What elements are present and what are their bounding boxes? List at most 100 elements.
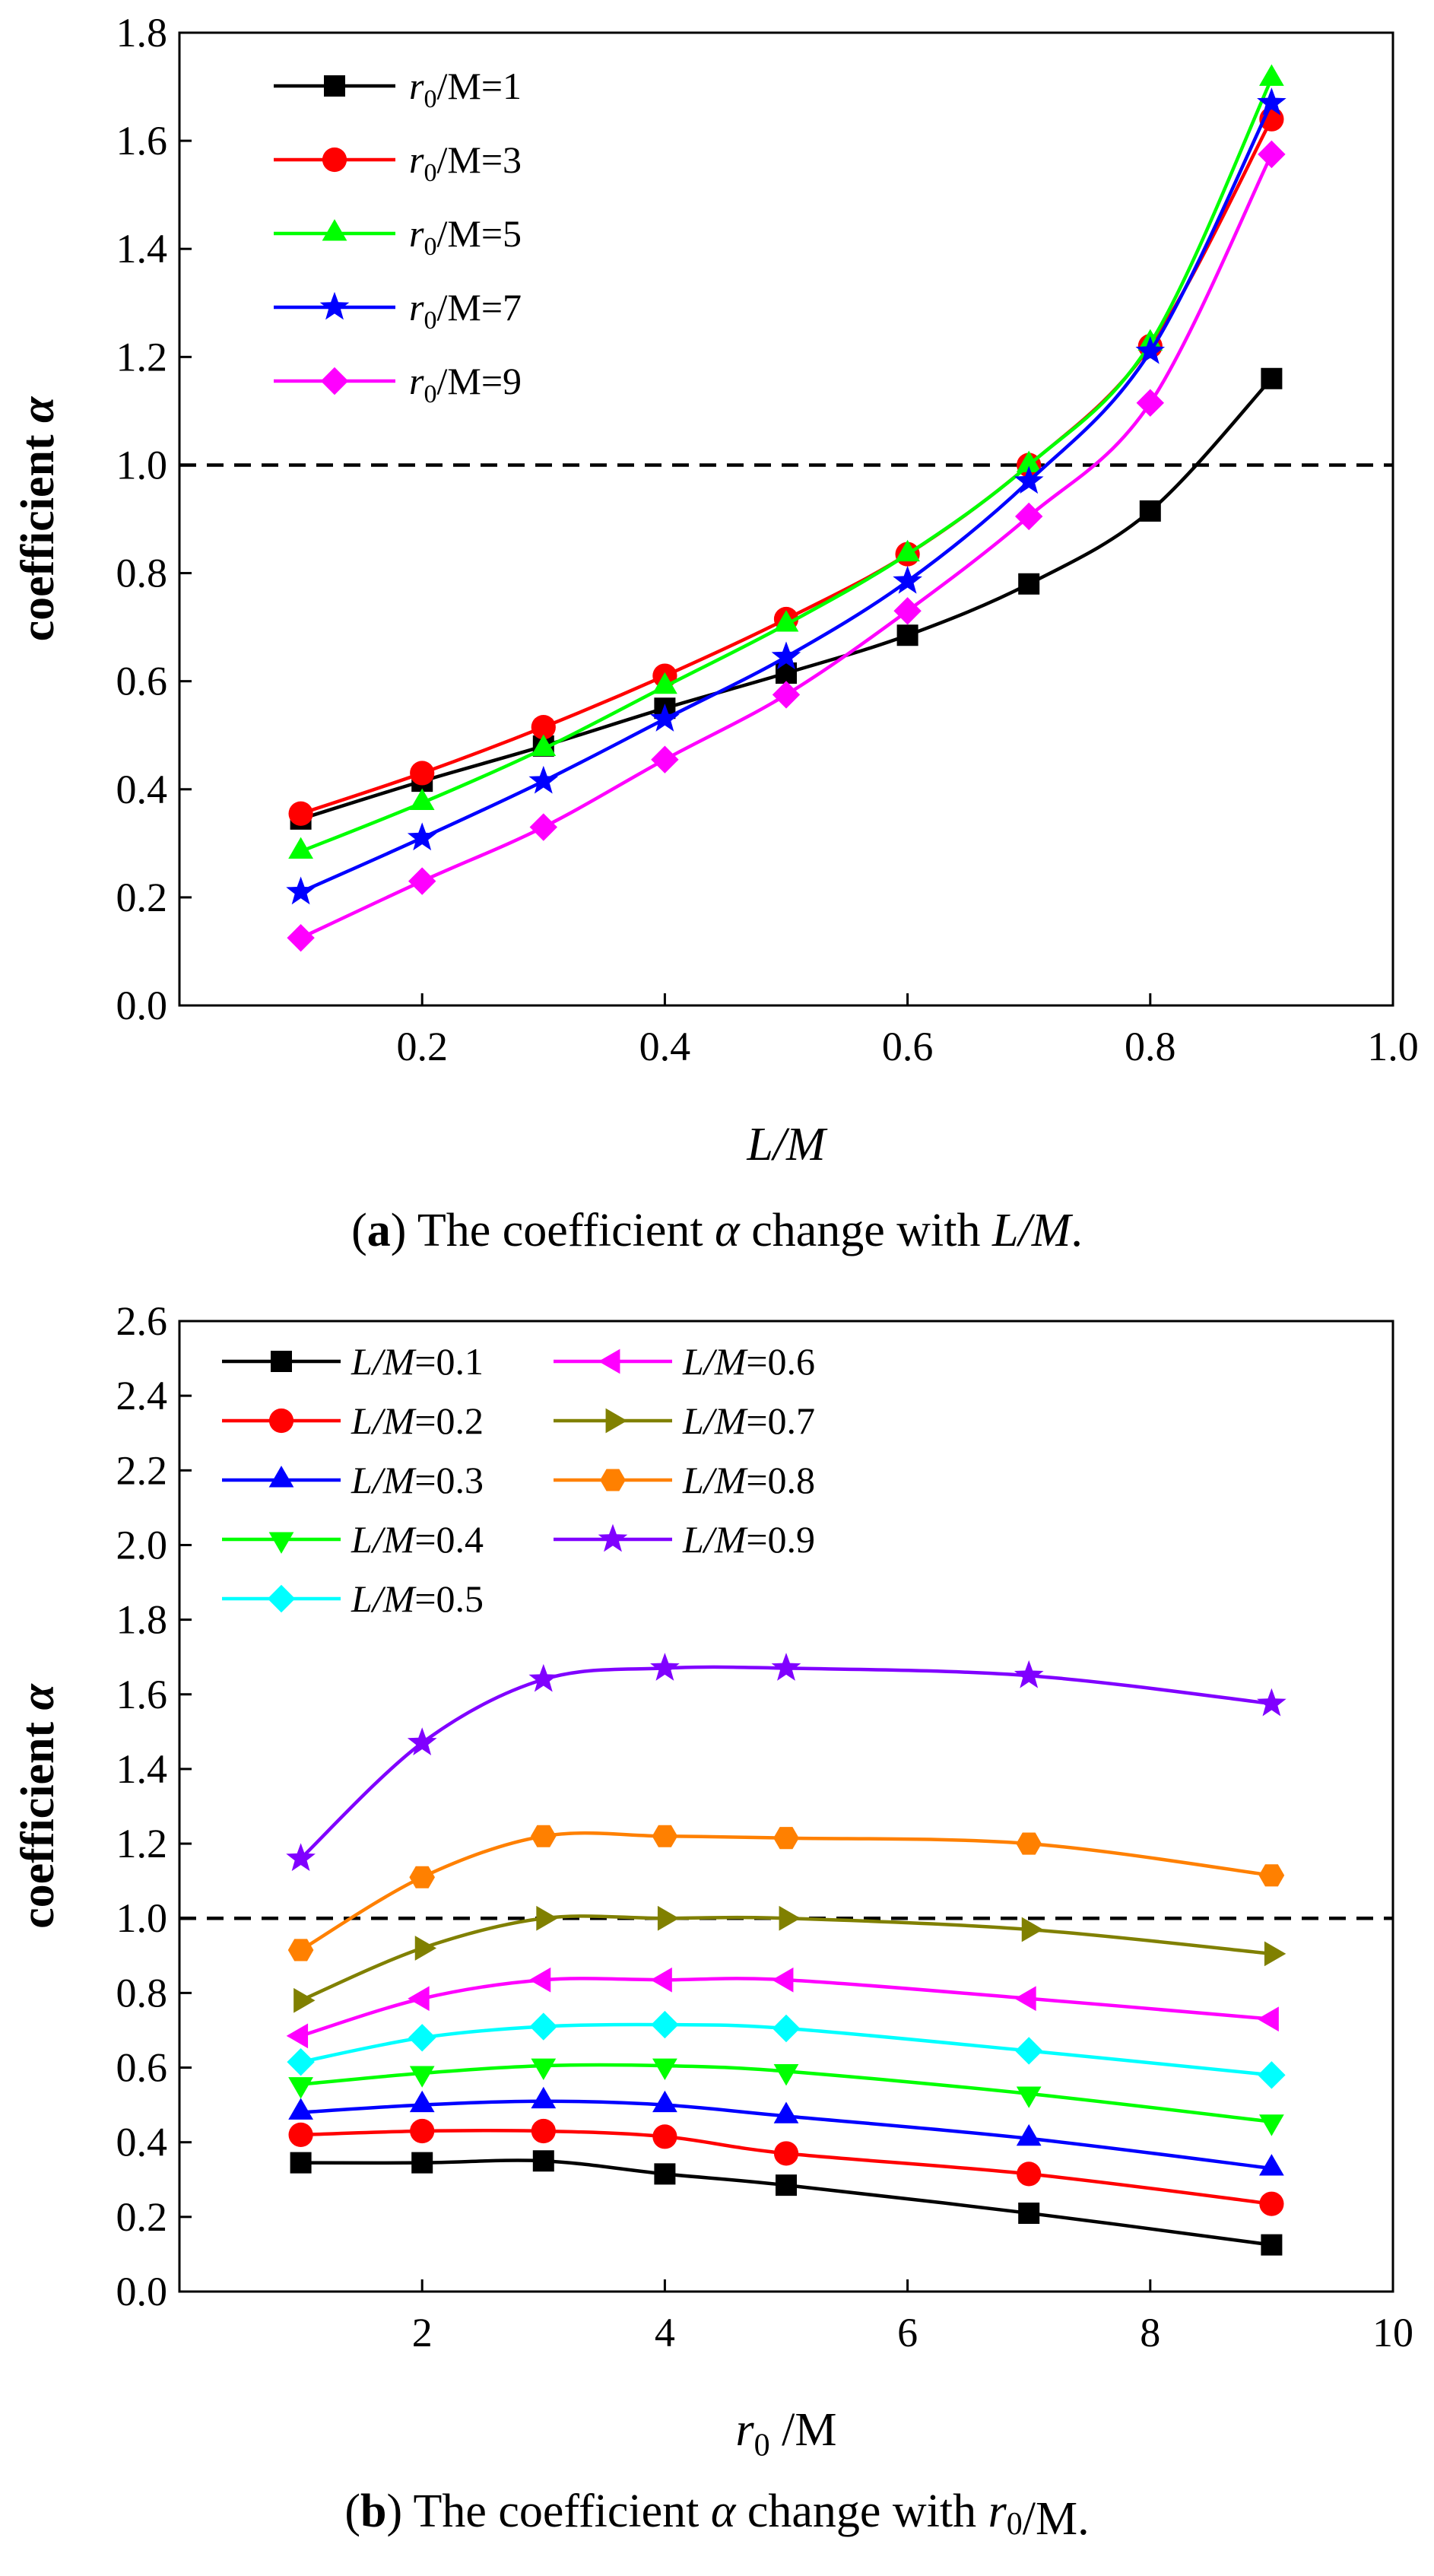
legend-item: L/M=0.2 bbox=[222, 1399, 484, 1442]
y-axis-title: coefficient α bbox=[12, 395, 64, 641]
data-point bbox=[528, 765, 559, 794]
data-point bbox=[896, 624, 918, 646]
data-point bbox=[409, 1866, 435, 1888]
legend-marker bbox=[322, 219, 347, 241]
data-point bbox=[1021, 1917, 1044, 1942]
plot-frame bbox=[178, 1320, 1394, 2293]
data-point bbox=[1018, 573, 1040, 595]
series-l-m-0.5 bbox=[287, 2010, 1286, 2089]
data-point bbox=[409, 2066, 435, 2088]
data-point bbox=[779, 1905, 801, 1931]
y-tick-label: 2.0 bbox=[116, 1522, 168, 1568]
y-tick-label: 0.2 bbox=[116, 875, 168, 920]
y-tick-label: 0.6 bbox=[116, 2045, 168, 2091]
data-point bbox=[287, 2047, 315, 2076]
data-point bbox=[407, 822, 437, 851]
legend-marker bbox=[322, 147, 347, 173]
data-point bbox=[531, 2118, 556, 2144]
data-point bbox=[290, 2152, 312, 2174]
legend-marker bbox=[598, 1348, 620, 1374]
data-point bbox=[652, 672, 677, 694]
data-point bbox=[1259, 2191, 1284, 2216]
data-point bbox=[772, 681, 801, 709]
data-point bbox=[288, 837, 313, 859]
legend-item: L/M=0.8 bbox=[554, 1459, 815, 1501]
legend-marker bbox=[268, 1408, 294, 1434]
x-axis-title: L/M bbox=[746, 1119, 828, 1170]
data-point bbox=[410, 761, 435, 786]
data-point bbox=[1261, 367, 1283, 389]
y-tick-label: 1.4 bbox=[116, 226, 168, 272]
figure-caption: (b) The coefficient α change with r0/M. bbox=[344, 2485, 1089, 2545]
data-point bbox=[529, 813, 557, 841]
legend-item: r0/M=7 bbox=[274, 286, 522, 335]
data-point bbox=[1014, 465, 1044, 494]
data-point bbox=[773, 2101, 799, 2123]
data-point bbox=[408, 1986, 430, 2012]
legend-label: r0/M=5 bbox=[409, 212, 522, 261]
y-tick-label: 0.8 bbox=[116, 551, 168, 596]
y-tick-label: 1.0 bbox=[116, 1895, 168, 1941]
data-point bbox=[531, 734, 557, 756]
legend: r0/M=1 r0/M=3 r0/M=5 r0/M=7 r0/M=9 bbox=[274, 65, 522, 408]
data-point bbox=[1258, 2061, 1286, 2089]
x-axis-title: r0 /M bbox=[736, 2404, 837, 2463]
data-point bbox=[773, 2141, 799, 2166]
data-point bbox=[1258, 140, 1286, 169]
data-point bbox=[773, 610, 799, 632]
y-tick-label: 1.4 bbox=[116, 1746, 168, 1792]
legend-label: L/M=0.5 bbox=[351, 1577, 484, 1620]
data-point bbox=[531, 714, 556, 740]
data-point bbox=[531, 2058, 557, 2080]
legend-item: r0/M=1 bbox=[274, 65, 522, 113]
data-point bbox=[536, 1905, 558, 1931]
series-r0-m-5 bbox=[288, 64, 1284, 859]
data-point bbox=[414, 1936, 437, 1961]
data-point bbox=[287, 1939, 314, 1961]
data-point bbox=[408, 2024, 436, 2052]
legend-item: r0/M=9 bbox=[274, 360, 522, 408]
data-point bbox=[1259, 64, 1284, 86]
legend-marker bbox=[600, 1469, 626, 1491]
y-axis-title: coefficient α bbox=[12, 1682, 64, 1928]
data-point bbox=[529, 2012, 557, 2041]
x-tick-label: 0.2 bbox=[396, 1024, 448, 1069]
legend-item: L/M=0.7 bbox=[554, 1399, 815, 1442]
data-point bbox=[773, 2064, 799, 2086]
legend-item: L/M=0.6 bbox=[554, 1340, 815, 1383]
data-point bbox=[776, 2174, 797, 2196]
data-point bbox=[1261, 2234, 1283, 2256]
y-tick-label: 2.6 bbox=[116, 1298, 168, 1344]
data-point bbox=[776, 662, 797, 684]
data-point bbox=[1016, 450, 1042, 472]
y-tick-label: 0.8 bbox=[116, 1970, 168, 2015]
legend-marker bbox=[268, 1532, 294, 1554]
data-point bbox=[531, 1825, 557, 1847]
legend-label: L/M=0.9 bbox=[682, 1518, 815, 1561]
series-l-m-0.9 bbox=[286, 1653, 1286, 1872]
legend-label: L/M=0.7 bbox=[682, 1399, 815, 1442]
series-l-m-0.3 bbox=[288, 2086, 1284, 2176]
legend-label: r0/M=3 bbox=[409, 138, 522, 187]
y-tick-label: 0.0 bbox=[116, 983, 168, 1028]
data-point bbox=[654, 2163, 676, 2185]
data-point bbox=[1016, 2123, 1042, 2146]
data-point bbox=[651, 2010, 679, 2039]
data-point bbox=[657, 1905, 680, 1931]
figure-caption: (a) The coefficient α change with L/M. bbox=[351, 1205, 1083, 1256]
series-l-m-0.6 bbox=[286, 1967, 1279, 2049]
data-point bbox=[895, 539, 920, 562]
x-tick-label: 8 bbox=[1140, 2310, 1160, 2355]
data-point bbox=[409, 788, 435, 810]
series-r0-m-1 bbox=[290, 367, 1283, 830]
legend-marker bbox=[605, 1408, 627, 1434]
y-tick-label: 1.8 bbox=[116, 1597, 168, 1643]
series-line bbox=[300, 1831, 1272, 1952]
legend-marker bbox=[271, 1351, 292, 1372]
data-point bbox=[293, 1987, 316, 2013]
y-tick-label: 0.4 bbox=[116, 2120, 168, 2165]
data-point bbox=[771, 641, 801, 670]
data-point bbox=[286, 1843, 316, 1872]
data-point bbox=[893, 597, 922, 625]
